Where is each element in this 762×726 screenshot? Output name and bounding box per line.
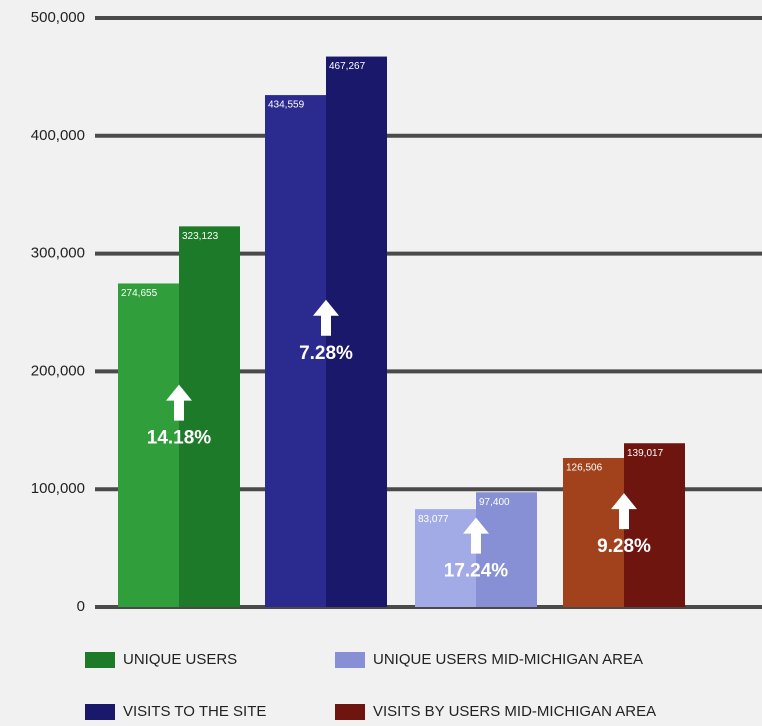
bar xyxy=(476,492,537,607)
bar xyxy=(179,226,240,608)
legend-label: UNIQUE USERS MID-MICHIGAN AREA xyxy=(373,651,643,668)
legend-swatch xyxy=(85,652,115,668)
bar-value-label: 139,017 xyxy=(627,448,664,459)
bar-value-label: 83,077 xyxy=(418,514,449,525)
change-label: 14.18% xyxy=(147,428,212,449)
arrow-icon xyxy=(166,384,192,421)
legend-swatch xyxy=(85,704,115,720)
bar xyxy=(265,95,326,607)
change-label: 7.28% xyxy=(299,343,353,364)
bar-value-label: 126,506 xyxy=(566,463,603,474)
bar xyxy=(415,509,476,607)
arrow-icon xyxy=(611,493,637,530)
bar xyxy=(118,283,179,607)
bar xyxy=(563,457,624,607)
legend-label: UNIQUE USERS xyxy=(123,651,237,668)
y-tick-label: 0 xyxy=(77,598,85,615)
bar-value-label: 323,123 xyxy=(182,231,219,242)
bar-value-label: 274,655 xyxy=(121,288,158,299)
change-label: 17.24% xyxy=(444,561,509,582)
bar xyxy=(624,443,685,607)
y-tick-label: 400,000 xyxy=(31,127,85,144)
bar-value-label: 434,559 xyxy=(268,100,305,111)
y-tick-label: 100,000 xyxy=(31,480,85,497)
change-label: 9.28% xyxy=(597,536,651,557)
legend-label: VISITS BY USERS MID-MICHIGAN AREA xyxy=(373,703,656,720)
y-tick-label: 200,000 xyxy=(31,362,85,379)
bar-value-label: 97,400 xyxy=(479,497,510,508)
arrow-icon xyxy=(313,299,339,336)
y-tick-label: 300,000 xyxy=(31,245,85,262)
legend-label: VISITS TO THE SITE xyxy=(123,703,266,720)
bar-value-label: 467,267 xyxy=(329,61,366,72)
arrow-icon xyxy=(463,517,489,554)
y-tick-label: 500,000 xyxy=(31,9,85,26)
legend-swatch xyxy=(335,652,365,668)
legend-swatch xyxy=(335,704,365,720)
bar xyxy=(326,56,387,608)
